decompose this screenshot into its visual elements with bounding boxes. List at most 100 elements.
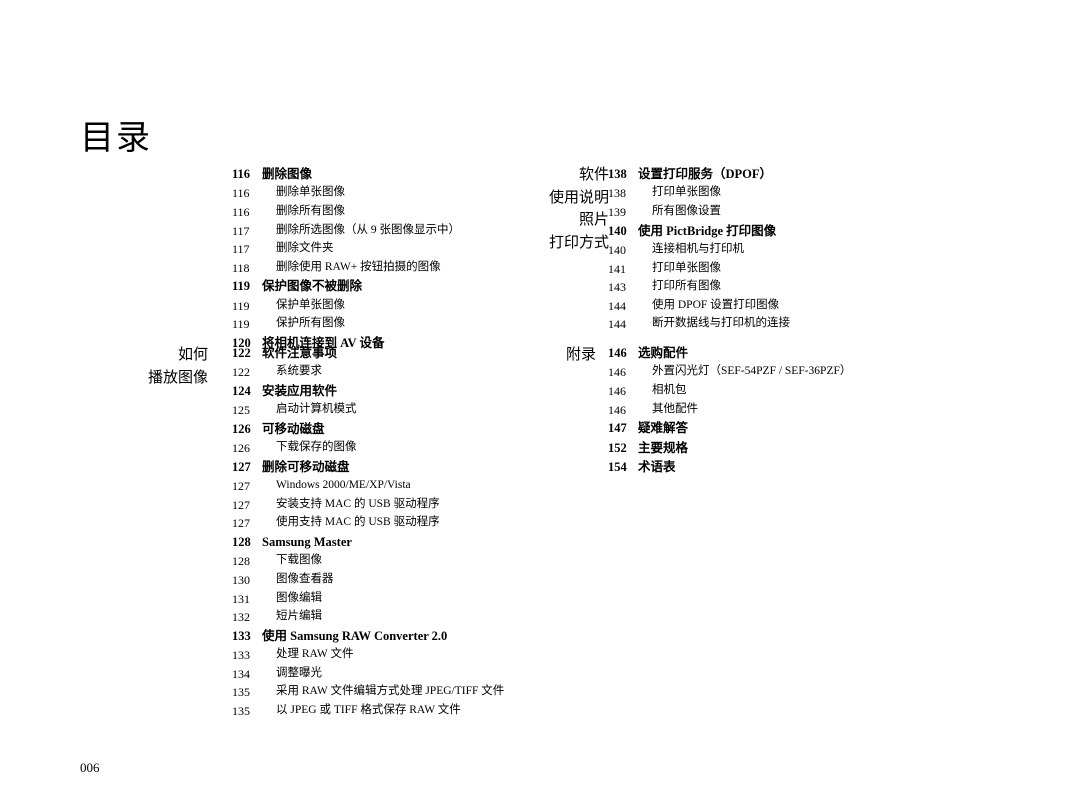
toc-entry: 135以 JPEG 或 TIFF 格式保存 RAW 文件: [232, 702, 504, 721]
toc-entry: 143打印所有图像: [608, 278, 790, 297]
toc-entry: 116删除单张图像: [232, 184, 460, 203]
toc-text: 删除使用 RAW+ 按钮拍摄的图像: [262, 259, 441, 278]
toc-page-num: 135: [232, 683, 262, 702]
toc-entry: 144断开数据线与打印机的连接: [608, 315, 790, 334]
page-number: 006: [80, 760, 100, 776]
toc-heading: 128Samsung Master: [232, 533, 504, 552]
toc-heading: 140使用 PictBridge 打印图像: [608, 222, 790, 241]
toc-page-num: 124: [232, 382, 262, 401]
toc-entry: 126下载保存的图像: [232, 439, 504, 458]
section-label-line: 使用说明: [549, 187, 609, 210]
toc-text: 删除图像: [262, 165, 312, 184]
toc-entry: 139所有图像设置: [608, 203, 790, 222]
toc-page-num: 125: [232, 401, 262, 420]
toc-text: 图像查看器: [262, 571, 334, 590]
section-label-line: 照片: [549, 209, 609, 232]
toc-entry: 122系统要求: [232, 363, 504, 382]
toc-text: 术语表: [638, 458, 676, 477]
toc-entry: 135采用 RAW 文件编辑方式处理 JPEG/TIFF 文件: [232, 683, 504, 702]
toc-text: 打印单张图像: [638, 260, 721, 279]
toc-text: 打印所有图像: [638, 278, 721, 297]
section-label-line: 打印方式: [549, 232, 609, 255]
section-label-line: 软件: [549, 164, 609, 187]
toc-page-num: 128: [232, 533, 262, 552]
toc-entry: 131图像编辑: [232, 590, 504, 609]
toc-column-2: 122软件注意事项122系统要求124安装应用软件125启动计算机模式126可移…: [232, 344, 504, 721]
toc-entry: 127使用支持 MAC 的 USB 驱动程序: [232, 514, 504, 533]
toc-entry: 119保护所有图像: [232, 315, 460, 334]
toc-page-num: 127: [232, 496, 262, 515]
toc-text: 调整曝光: [262, 665, 322, 684]
toc-page-num: 128: [232, 552, 262, 571]
toc-entry: 134调整曝光: [232, 665, 504, 684]
toc-heading: 154术语表: [608, 458, 851, 477]
toc-heading: 146选购配件: [608, 344, 851, 363]
toc-text: 保护单张图像: [262, 297, 345, 316]
toc-text: 软件注意事项: [262, 344, 337, 363]
toc-entry: 138打印单张图像: [608, 184, 790, 203]
toc-text: 使用 Samsung RAW Converter 2.0: [262, 627, 447, 646]
toc-text: 短片编辑: [262, 608, 322, 627]
toc-page-num: 146: [608, 382, 638, 401]
toc-text: 所有图像设置: [638, 203, 721, 222]
toc-entry: 146相机包: [608, 382, 851, 401]
toc-page-num: 133: [232, 627, 262, 646]
toc-text: 采用 RAW 文件编辑方式处理 JPEG/TIFF 文件: [262, 683, 504, 702]
toc-entry: 130图像查看器: [232, 571, 504, 590]
toc-page-num: 146: [608, 363, 638, 382]
toc-entry: 117删除所选图像（从 9 张图像显示中）: [232, 222, 460, 241]
toc-text: 其他配件: [638, 401, 698, 420]
toc-page-num: 122: [232, 344, 262, 363]
toc-page-num: 119: [232, 297, 262, 316]
toc-text: 连接相机与打印机: [638, 241, 744, 260]
toc-entry: 118删除使用 RAW+ 按钮拍摄的图像: [232, 259, 460, 278]
toc-text: 使用 DPOF 设置打印图像: [638, 297, 779, 316]
toc-entry: 127Windows 2000/ME/XP/Vista: [232, 477, 504, 496]
toc-text: 下载图像: [262, 552, 322, 571]
toc-entry: 141打印单张图像: [608, 260, 790, 279]
toc-page-num: 116: [232, 203, 262, 222]
toc-page-num: 117: [232, 240, 262, 259]
toc-text: 使用支持 MAC 的 USB 驱动程序: [262, 514, 440, 533]
toc-entry: 133处理 RAW 文件: [232, 646, 504, 665]
section-label-line: 播放图像: [148, 367, 208, 390]
toc-entry: 125启动计算机模式: [232, 401, 504, 420]
toc-page-num: 146: [608, 401, 638, 420]
toc-text: 图像编辑: [262, 590, 322, 609]
toc-heading: 133使用 Samsung RAW Converter 2.0: [232, 627, 504, 646]
toc-entry: 132短片编辑: [232, 608, 504, 627]
toc-page-num: 116: [232, 184, 262, 203]
toc-text: 系统要求: [262, 363, 322, 382]
toc-text: 下载保存的图像: [262, 439, 357, 458]
toc-page-num: 119: [232, 277, 262, 296]
toc-text: 安装支持 MAC 的 USB 驱动程序: [262, 496, 440, 515]
toc-text: Windows 2000/ME/XP/Vista: [262, 477, 411, 496]
toc-text: 打印单张图像: [638, 184, 721, 203]
toc-entry: 119保护单张图像: [232, 297, 460, 316]
toc-page-num: 140: [608, 241, 638, 260]
toc-page-num: 122: [232, 363, 262, 382]
toc-heading: 122软件注意事项: [232, 344, 504, 363]
toc-heading: 152主要规格: [608, 439, 851, 458]
toc-page-num: 131: [232, 590, 262, 609]
toc-text: 删除可移动磁盘: [262, 458, 350, 477]
toc-text: 疑难解答: [638, 419, 688, 438]
toc-text: 相机包: [638, 382, 687, 401]
toc-heading: 126可移动磁盘: [232, 420, 504, 439]
toc-column-3: 138设置打印服务（DPOF）138打印单张图像139所有图像设置140使用 P…: [608, 165, 790, 334]
toc-page-num: 133: [232, 646, 262, 665]
toc-column-1: 116删除图像116删除单张图像116删除所有图像117删除所选图像（从 9 张…: [232, 165, 460, 353]
section-label-software: 软件使用说明照片打印方式: [549, 164, 609, 254]
toc-heading: 127删除可移动磁盘: [232, 458, 504, 477]
toc-page-num: 143: [608, 278, 638, 297]
toc-page-num: 141: [608, 260, 638, 279]
section-label-line: 附录: [566, 344, 596, 367]
toc-text: 使用 PictBridge 打印图像: [638, 222, 776, 241]
section-label-playback: 如何播放图像: [148, 344, 208, 389]
toc-page-num: 119: [232, 315, 262, 334]
toc-page-num: 139: [608, 203, 638, 222]
toc-text: 启动计算机模式: [262, 401, 357, 420]
toc-text: 设置打印服务（DPOF）: [638, 165, 772, 184]
toc-text: 安装应用软件: [262, 382, 337, 401]
toc-heading: 138设置打印服务（DPOF）: [608, 165, 790, 184]
